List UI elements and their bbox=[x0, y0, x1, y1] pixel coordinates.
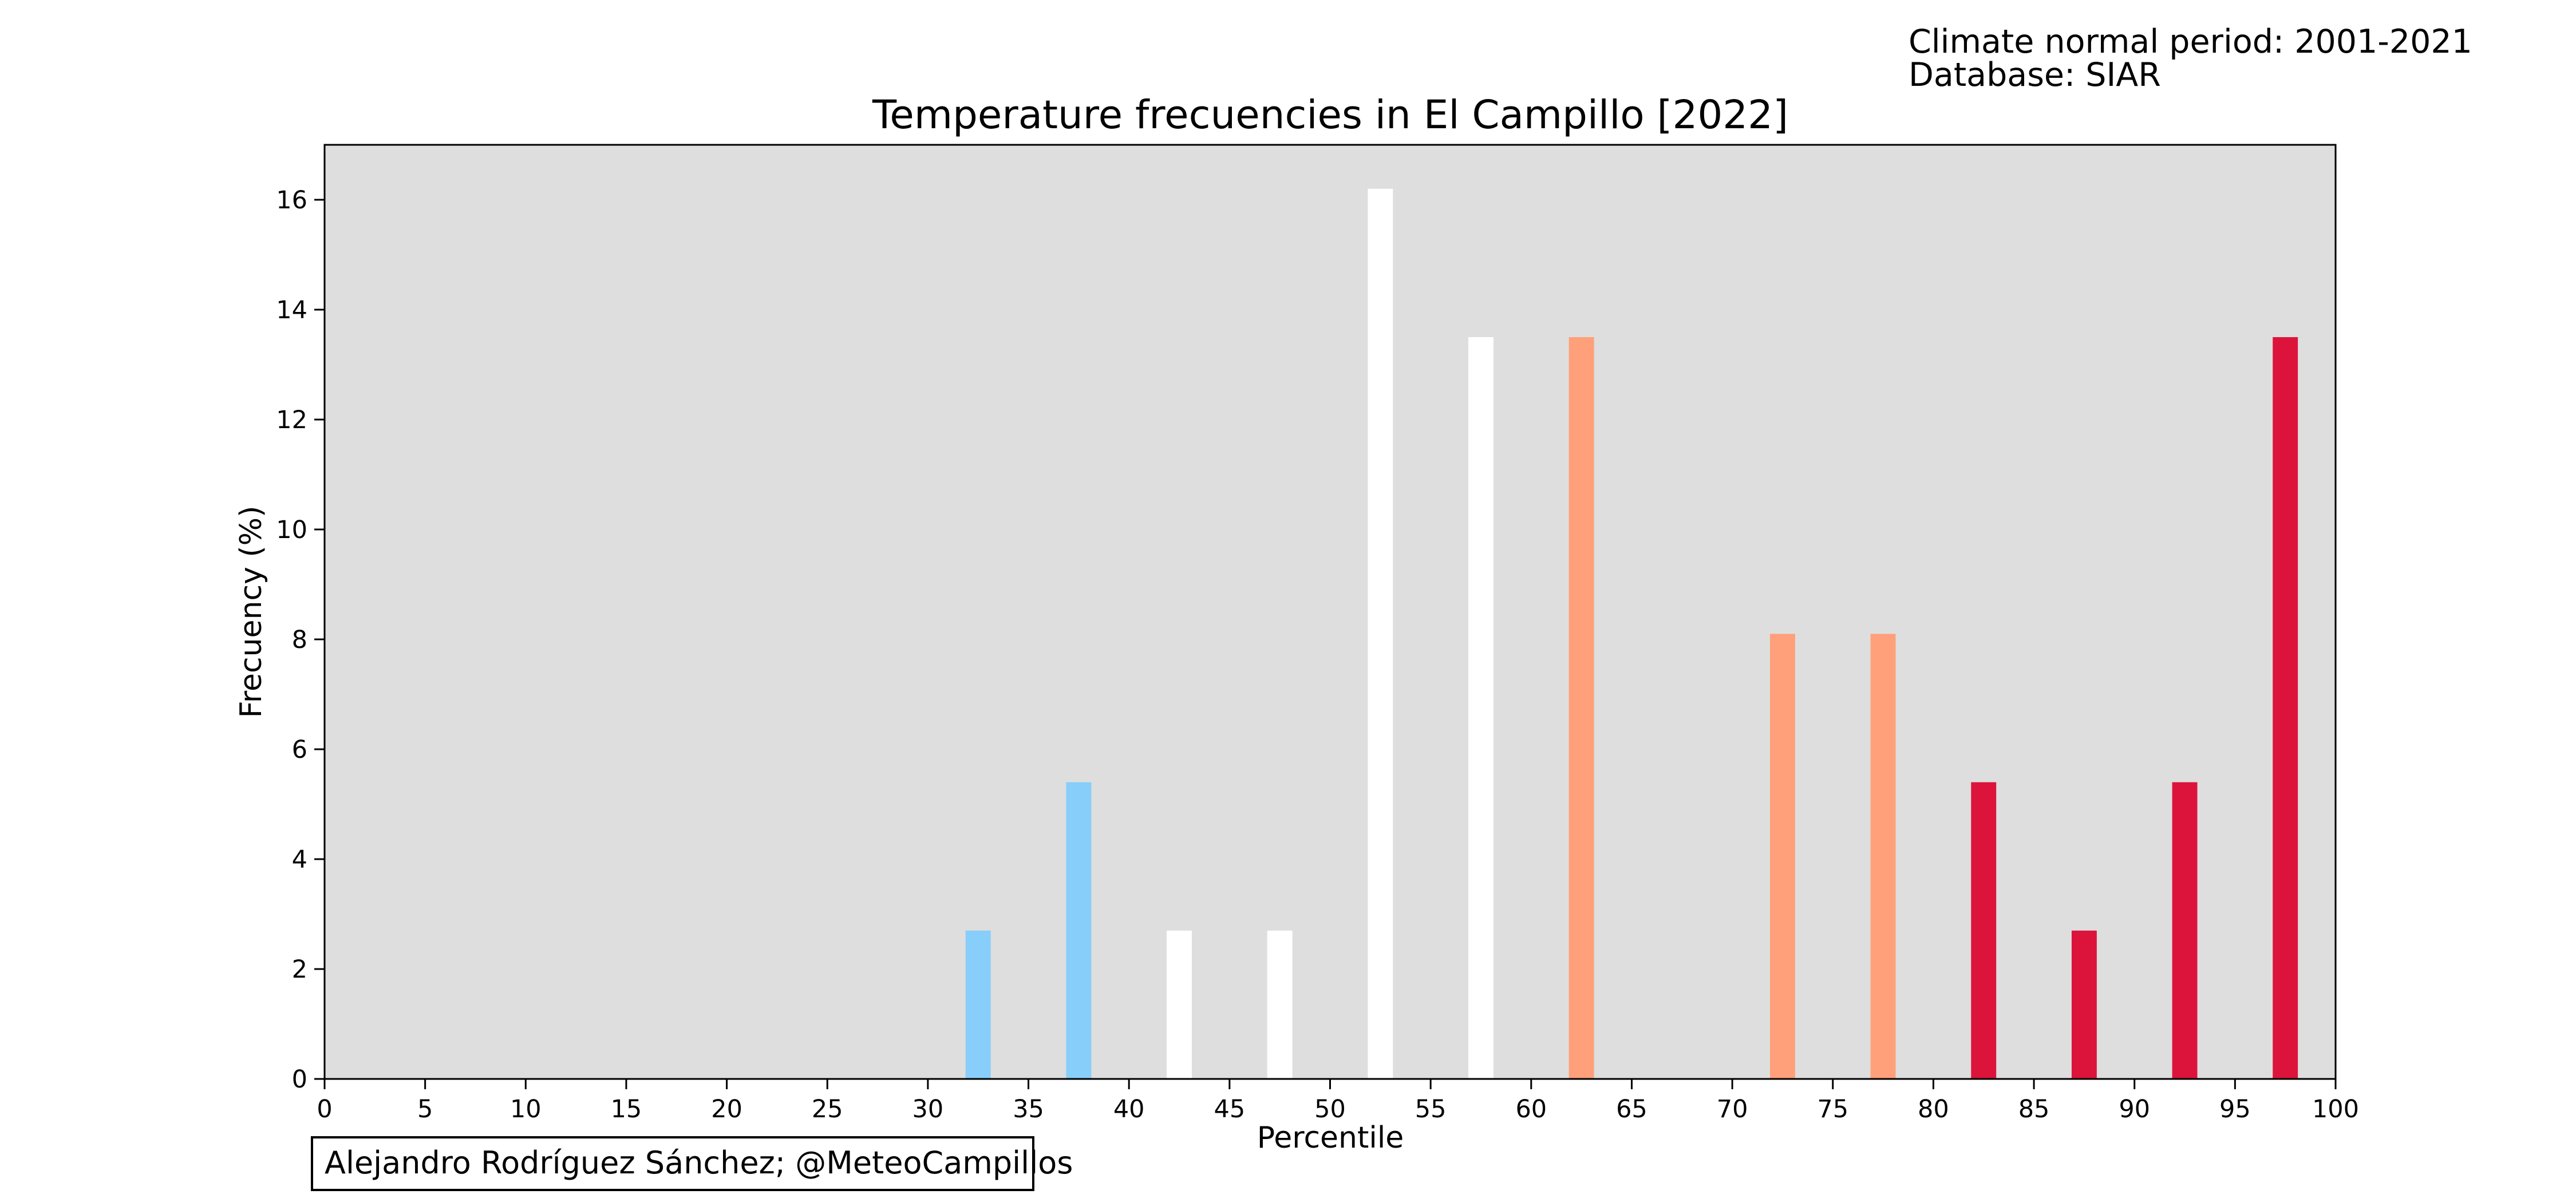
x-tick-label: 70 bbox=[1717, 1095, 1748, 1124]
bar-p92.5 bbox=[2172, 782, 2198, 1079]
bar-p52.5 bbox=[1368, 188, 1393, 1079]
chart-title: Temperature frecuencies in El Campillo [… bbox=[872, 92, 1788, 138]
x-tick-label: 0 bbox=[317, 1095, 332, 1124]
bar-p97.5 bbox=[2273, 337, 2298, 1079]
x-tick-label: 25 bbox=[812, 1095, 843, 1124]
x-tick-label: 80 bbox=[1918, 1095, 1949, 1124]
bar-p37.5 bbox=[1066, 782, 1092, 1079]
bar-p57.5 bbox=[1468, 337, 1494, 1079]
y-tick-label: 14 bbox=[276, 296, 307, 325]
x-tick-label: 100 bbox=[2312, 1095, 2359, 1124]
x-tick-label: 30 bbox=[912, 1095, 944, 1124]
x-tick-label: 65 bbox=[1616, 1095, 1647, 1124]
credit-text: Alejandro Rodríguez Sánchez; @MeteoCampi… bbox=[325, 1145, 1073, 1181]
x-axis: 0 5 10 15 20 25 30 35 40 45 50 55 60 65 70 75 80 85 90 95 10… bbox=[317, 1079, 2359, 1124]
database-label: Database: SIAR bbox=[1909, 56, 2161, 94]
x-tick-label: 90 bbox=[2119, 1095, 2150, 1124]
y-tick-label: 2 bbox=[292, 955, 307, 984]
x-tick-label: 55 bbox=[1415, 1095, 1447, 1124]
bar-p72.5 bbox=[1769, 634, 1795, 1079]
x-tick-label: 40 bbox=[1113, 1095, 1145, 1124]
y-tick-label: 12 bbox=[276, 406, 307, 434]
x-tick-label: 95 bbox=[2219, 1095, 2251, 1124]
bar-p62.5 bbox=[1568, 337, 1594, 1079]
plot-area bbox=[325, 145, 2336, 1079]
x-tick-label: 35 bbox=[1013, 1095, 1044, 1124]
y-axis: 0 2 4 6 8 10 12 14 16 bbox=[276, 186, 325, 1094]
bar-p42.5 bbox=[1167, 930, 1192, 1079]
y-tick-label: 6 bbox=[292, 736, 307, 764]
x-tick-label: 10 bbox=[510, 1095, 542, 1124]
bar-p82.5 bbox=[1971, 782, 1997, 1079]
normal-period-label: Climate normal period: 2001-2021 bbox=[1909, 23, 2472, 61]
bar-group bbox=[965, 188, 2298, 1079]
y-tick-label: 4 bbox=[292, 845, 307, 874]
y-tick-label: 10 bbox=[276, 516, 307, 544]
bar-p32.5 bbox=[965, 930, 991, 1079]
x-axis-label: Percentile bbox=[1257, 1121, 1404, 1155]
bar-p77.5 bbox=[1870, 634, 1896, 1079]
x-tick-label: 75 bbox=[1817, 1095, 1848, 1124]
y-axis-label: Frecuency (%) bbox=[234, 506, 268, 718]
y-tick-label: 16 bbox=[276, 186, 307, 215]
x-tick-label: 20 bbox=[711, 1095, 742, 1124]
x-tick-label: 45 bbox=[1214, 1095, 1245, 1124]
x-tick-label: 5 bbox=[417, 1095, 433, 1124]
x-tick-label: 15 bbox=[611, 1095, 642, 1124]
x-tick-label: 85 bbox=[2018, 1095, 2050, 1124]
bar-p47.5 bbox=[1267, 930, 1293, 1079]
y-tick-label: 8 bbox=[292, 626, 307, 654]
credit-box bbox=[311, 1136, 1034, 1191]
x-tick-label: 60 bbox=[1515, 1095, 1547, 1124]
bar-p87.5 bbox=[2071, 930, 2097, 1079]
y-tick-label: 0 bbox=[292, 1065, 307, 1094]
x-tick-label: 50 bbox=[1314, 1095, 1346, 1124]
